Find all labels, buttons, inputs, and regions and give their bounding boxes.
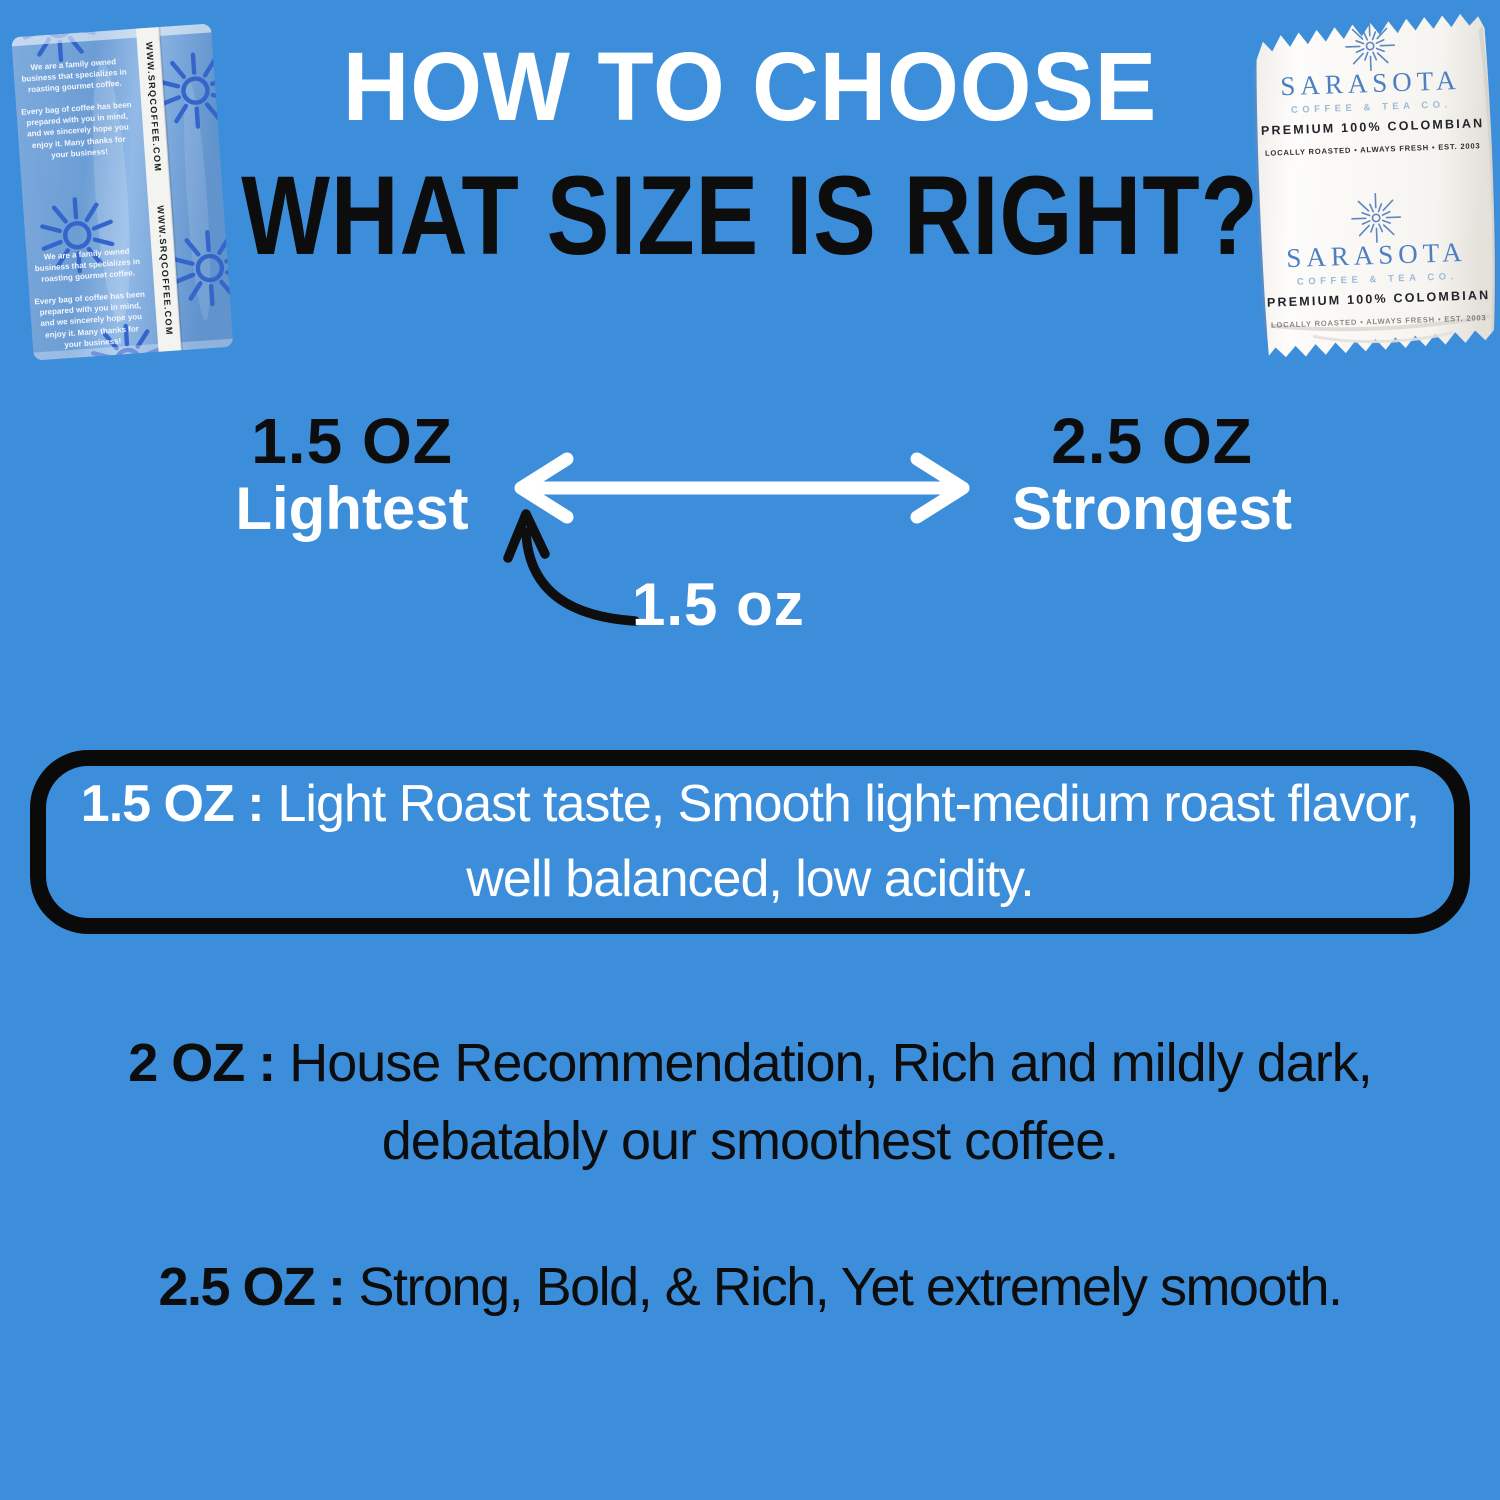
size-label-2-5oz: 2.5 OZ : [158,1257,346,1317]
scale-right-label: Strongest [1011,475,1293,542]
blue-packet-image [11,23,234,361]
description-1-5oz: 1.5 OZ : Light Roast taste, Smooth light-… [55,767,1445,918]
description-2oz: 2 OZ : House Recommendation, Rich and mil… [40,1024,1460,1181]
scale-left-label: Lightest [235,475,469,542]
packet-url-strip [135,27,182,352]
page-title-line1: HOW TO CHOOSE [342,32,1158,141]
size-text-1-5oz: Light Roast taste, Smooth light-medium r… [277,774,1421,908]
scale-right-size: 2.5 OZ [1051,405,1253,477]
size-label-2oz: 2 OZ : [128,1033,276,1093]
packet-blurb: Every bag of coffee has been prepared wi… [20,100,132,160]
highlight-box-1-5oz: 1.5 OZ : Light Roast taste, Smooth light-… [30,750,1470,934]
double-arrow-icon [514,452,970,524]
coffee-packet-right: SARASOTA COFFEE & TEA CO. PREMIUM 100% C… [1248,4,1500,368]
packet-blurb: Every bag of coffee has been prepared wi… [34,289,146,350]
size-text-2oz: House Recommendation, Rich and mildly da… [289,1033,1373,1172]
pointer-label: 1.5 oz [632,571,805,638]
coffee-packet-left: WWW.SRQCOFFEE.COM WWW.SRQCOFFEE.COM We a… [6,6,238,368]
size-text-2-5oz: Strong, Bold, & Rich, Yet extremely smoo… [358,1257,1344,1317]
curved-pointer-arrow-icon [503,509,640,626]
size-label-1-5oz: 1.5 OZ : [80,774,265,833]
page-title-line2: WHAT SIZE IS RIGHT? [241,153,1259,278]
description-2-5oz: 2.5 OZ : Strong, Bold, & Rich, Yet extrem… [20,1248,1480,1326]
scale-left-size: 1.5 OZ [251,405,453,477]
white-packet-image [1253,13,1496,358]
